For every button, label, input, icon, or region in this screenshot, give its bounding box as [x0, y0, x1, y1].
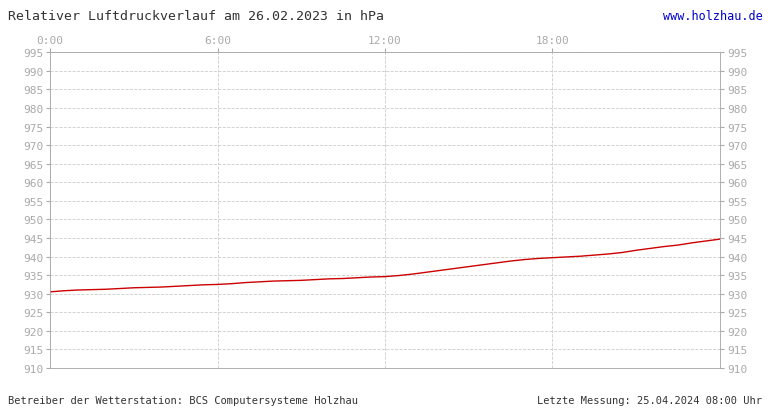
Text: www.holzhau.de: www.holzhau.de — [662, 10, 762, 23]
Text: Betreiber der Wetterstation: BCS Computersysteme Holzhau: Betreiber der Wetterstation: BCS Compute… — [8, 395, 358, 405]
Text: Relativer Luftdruckverlauf am 26.02.2023 in hPa: Relativer Luftdruckverlauf am 26.02.2023… — [8, 10, 383, 23]
Text: Letzte Messung: 25.04.2024 08:00 Uhr: Letzte Messung: 25.04.2024 08:00 Uhr — [537, 395, 762, 405]
